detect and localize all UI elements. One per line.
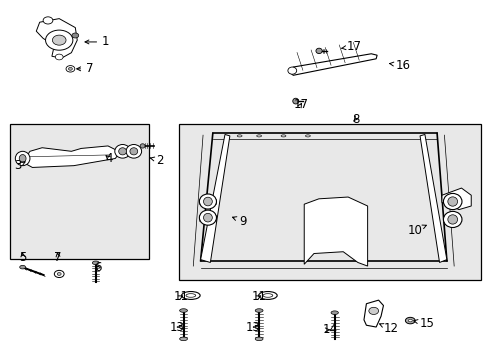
Text: 16: 16: [389, 59, 410, 72]
Circle shape: [45, 30, 73, 50]
Ellipse shape: [407, 319, 411, 322]
Text: 13: 13: [245, 320, 260, 333]
Ellipse shape: [263, 294, 272, 297]
Text: 10: 10: [407, 224, 426, 237]
Ellipse shape: [256, 135, 261, 137]
Circle shape: [54, 270, 64, 278]
Text: 14: 14: [322, 323, 337, 336]
Ellipse shape: [20, 265, 25, 269]
Polygon shape: [289, 54, 376, 75]
Polygon shape: [419, 134, 446, 262]
Circle shape: [368, 307, 378, 315]
Polygon shape: [36, 19, 77, 58]
Bar: [10, 125, 149, 259]
Text: 11: 11: [251, 290, 266, 303]
Circle shape: [72, 33, 79, 38]
Ellipse shape: [119, 148, 126, 155]
Text: 7: 7: [77, 62, 93, 75]
Circle shape: [55, 54, 63, 60]
Ellipse shape: [15, 151, 30, 166]
Ellipse shape: [255, 309, 263, 312]
Polygon shape: [363, 300, 383, 327]
Polygon shape: [22, 146, 120, 167]
Ellipse shape: [130, 148, 138, 155]
Ellipse shape: [199, 210, 216, 225]
Ellipse shape: [292, 98, 298, 104]
Ellipse shape: [115, 144, 130, 158]
Ellipse shape: [199, 194, 216, 209]
Text: 8: 8: [351, 113, 358, 126]
Ellipse shape: [287, 67, 296, 74]
Text: 11: 11: [173, 290, 188, 303]
Circle shape: [68, 67, 72, 70]
Ellipse shape: [281, 135, 285, 137]
Ellipse shape: [126, 144, 142, 158]
Ellipse shape: [181, 292, 200, 300]
Polygon shape: [441, 188, 470, 210]
Text: 9: 9: [232, 215, 246, 228]
Text: 3: 3: [14, 159, 25, 172]
Text: 6: 6: [94, 261, 102, 274]
Ellipse shape: [203, 213, 212, 222]
Text: 5: 5: [19, 251, 26, 264]
Text: 2: 2: [150, 154, 163, 167]
Ellipse shape: [185, 294, 195, 297]
Circle shape: [57, 273, 61, 275]
Text: 1: 1: [85, 35, 109, 49]
Ellipse shape: [315, 48, 322, 54]
Ellipse shape: [203, 197, 212, 206]
Ellipse shape: [237, 135, 242, 137]
Bar: [178, 125, 480, 280]
Ellipse shape: [179, 309, 187, 312]
Text: 7: 7: [54, 251, 61, 264]
Text: 17: 17: [341, 40, 361, 53]
Circle shape: [43, 17, 53, 24]
Text: 17: 17: [293, 98, 307, 111]
Ellipse shape: [330, 311, 338, 315]
Ellipse shape: [19, 154, 26, 162]
Text: 4: 4: [105, 152, 113, 165]
Ellipse shape: [255, 337, 263, 341]
Text: 13: 13: [169, 320, 184, 333]
Ellipse shape: [447, 197, 457, 206]
Ellipse shape: [443, 211, 461, 228]
Ellipse shape: [447, 215, 457, 224]
Ellipse shape: [140, 144, 145, 148]
Ellipse shape: [443, 193, 461, 210]
Polygon shape: [304, 197, 367, 266]
Text: 15: 15: [413, 317, 434, 330]
Ellipse shape: [179, 337, 187, 341]
Ellipse shape: [405, 318, 414, 324]
Text: 12: 12: [379, 322, 398, 335]
Ellipse shape: [92, 261, 99, 265]
Circle shape: [66, 66, 75, 72]
Circle shape: [52, 35, 66, 45]
Ellipse shape: [258, 292, 277, 300]
Polygon shape: [200, 134, 229, 262]
Ellipse shape: [305, 135, 310, 137]
